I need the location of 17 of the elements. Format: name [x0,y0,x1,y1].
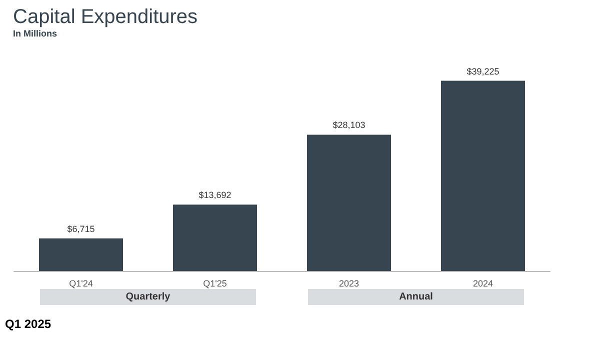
x-tick-label: 2024 [472,278,494,288]
bar [307,134,391,271]
x-tick-label: Q1'25 [203,278,227,288]
data-label: $13,692 [198,190,232,200]
chart-subtitle: In Millions [13,28,57,38]
data-label: $28,103 [332,120,366,130]
text: Q1 2025 [5,317,52,331]
data-label: $6,715 [67,224,95,234]
chart-title: Capital Expenditures [13,6,198,28]
text: Annual [399,292,434,302]
x-tick-label: 2023 [338,278,360,288]
bar [173,204,257,271]
bar [441,80,525,271]
text: Quarterly [126,292,171,302]
x-tick-label: Q1'24 [69,278,93,288]
data-label: $39,225 [466,66,500,76]
bar [39,238,123,271]
